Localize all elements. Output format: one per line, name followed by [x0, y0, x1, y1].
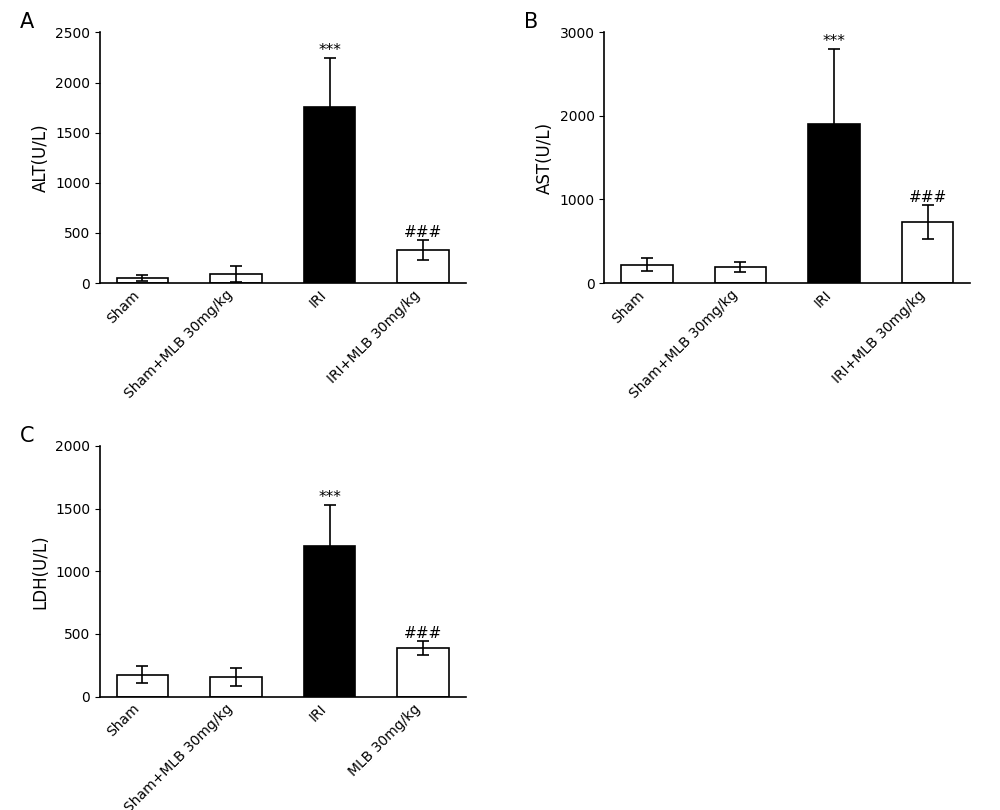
Text: C: C: [20, 426, 34, 446]
Bar: [621, 265, 673, 283]
Text: ###: ###: [909, 190, 947, 206]
Text: B: B: [524, 12, 538, 32]
Bar: [808, 124, 860, 283]
Text: ###: ###: [404, 626, 442, 641]
Bar: [397, 250, 449, 283]
Bar: [117, 278, 168, 283]
Bar: [210, 677, 262, 697]
Y-axis label: AST(U/L): AST(U/L): [536, 122, 554, 194]
Y-axis label: LDH(U/L): LDH(U/L): [32, 534, 50, 608]
Bar: [397, 648, 449, 697]
Bar: [210, 274, 262, 283]
Bar: [117, 675, 168, 697]
Text: ***: ***: [318, 490, 341, 505]
Text: A: A: [20, 12, 34, 32]
Text: ***: ***: [318, 44, 341, 58]
Text: ###: ###: [404, 225, 442, 240]
Y-axis label: ALT(U/L): ALT(U/L): [32, 123, 50, 192]
Bar: [715, 267, 766, 283]
Bar: [902, 222, 953, 283]
Bar: [304, 107, 355, 283]
Text: ***: ***: [823, 34, 845, 49]
Bar: [304, 546, 355, 697]
